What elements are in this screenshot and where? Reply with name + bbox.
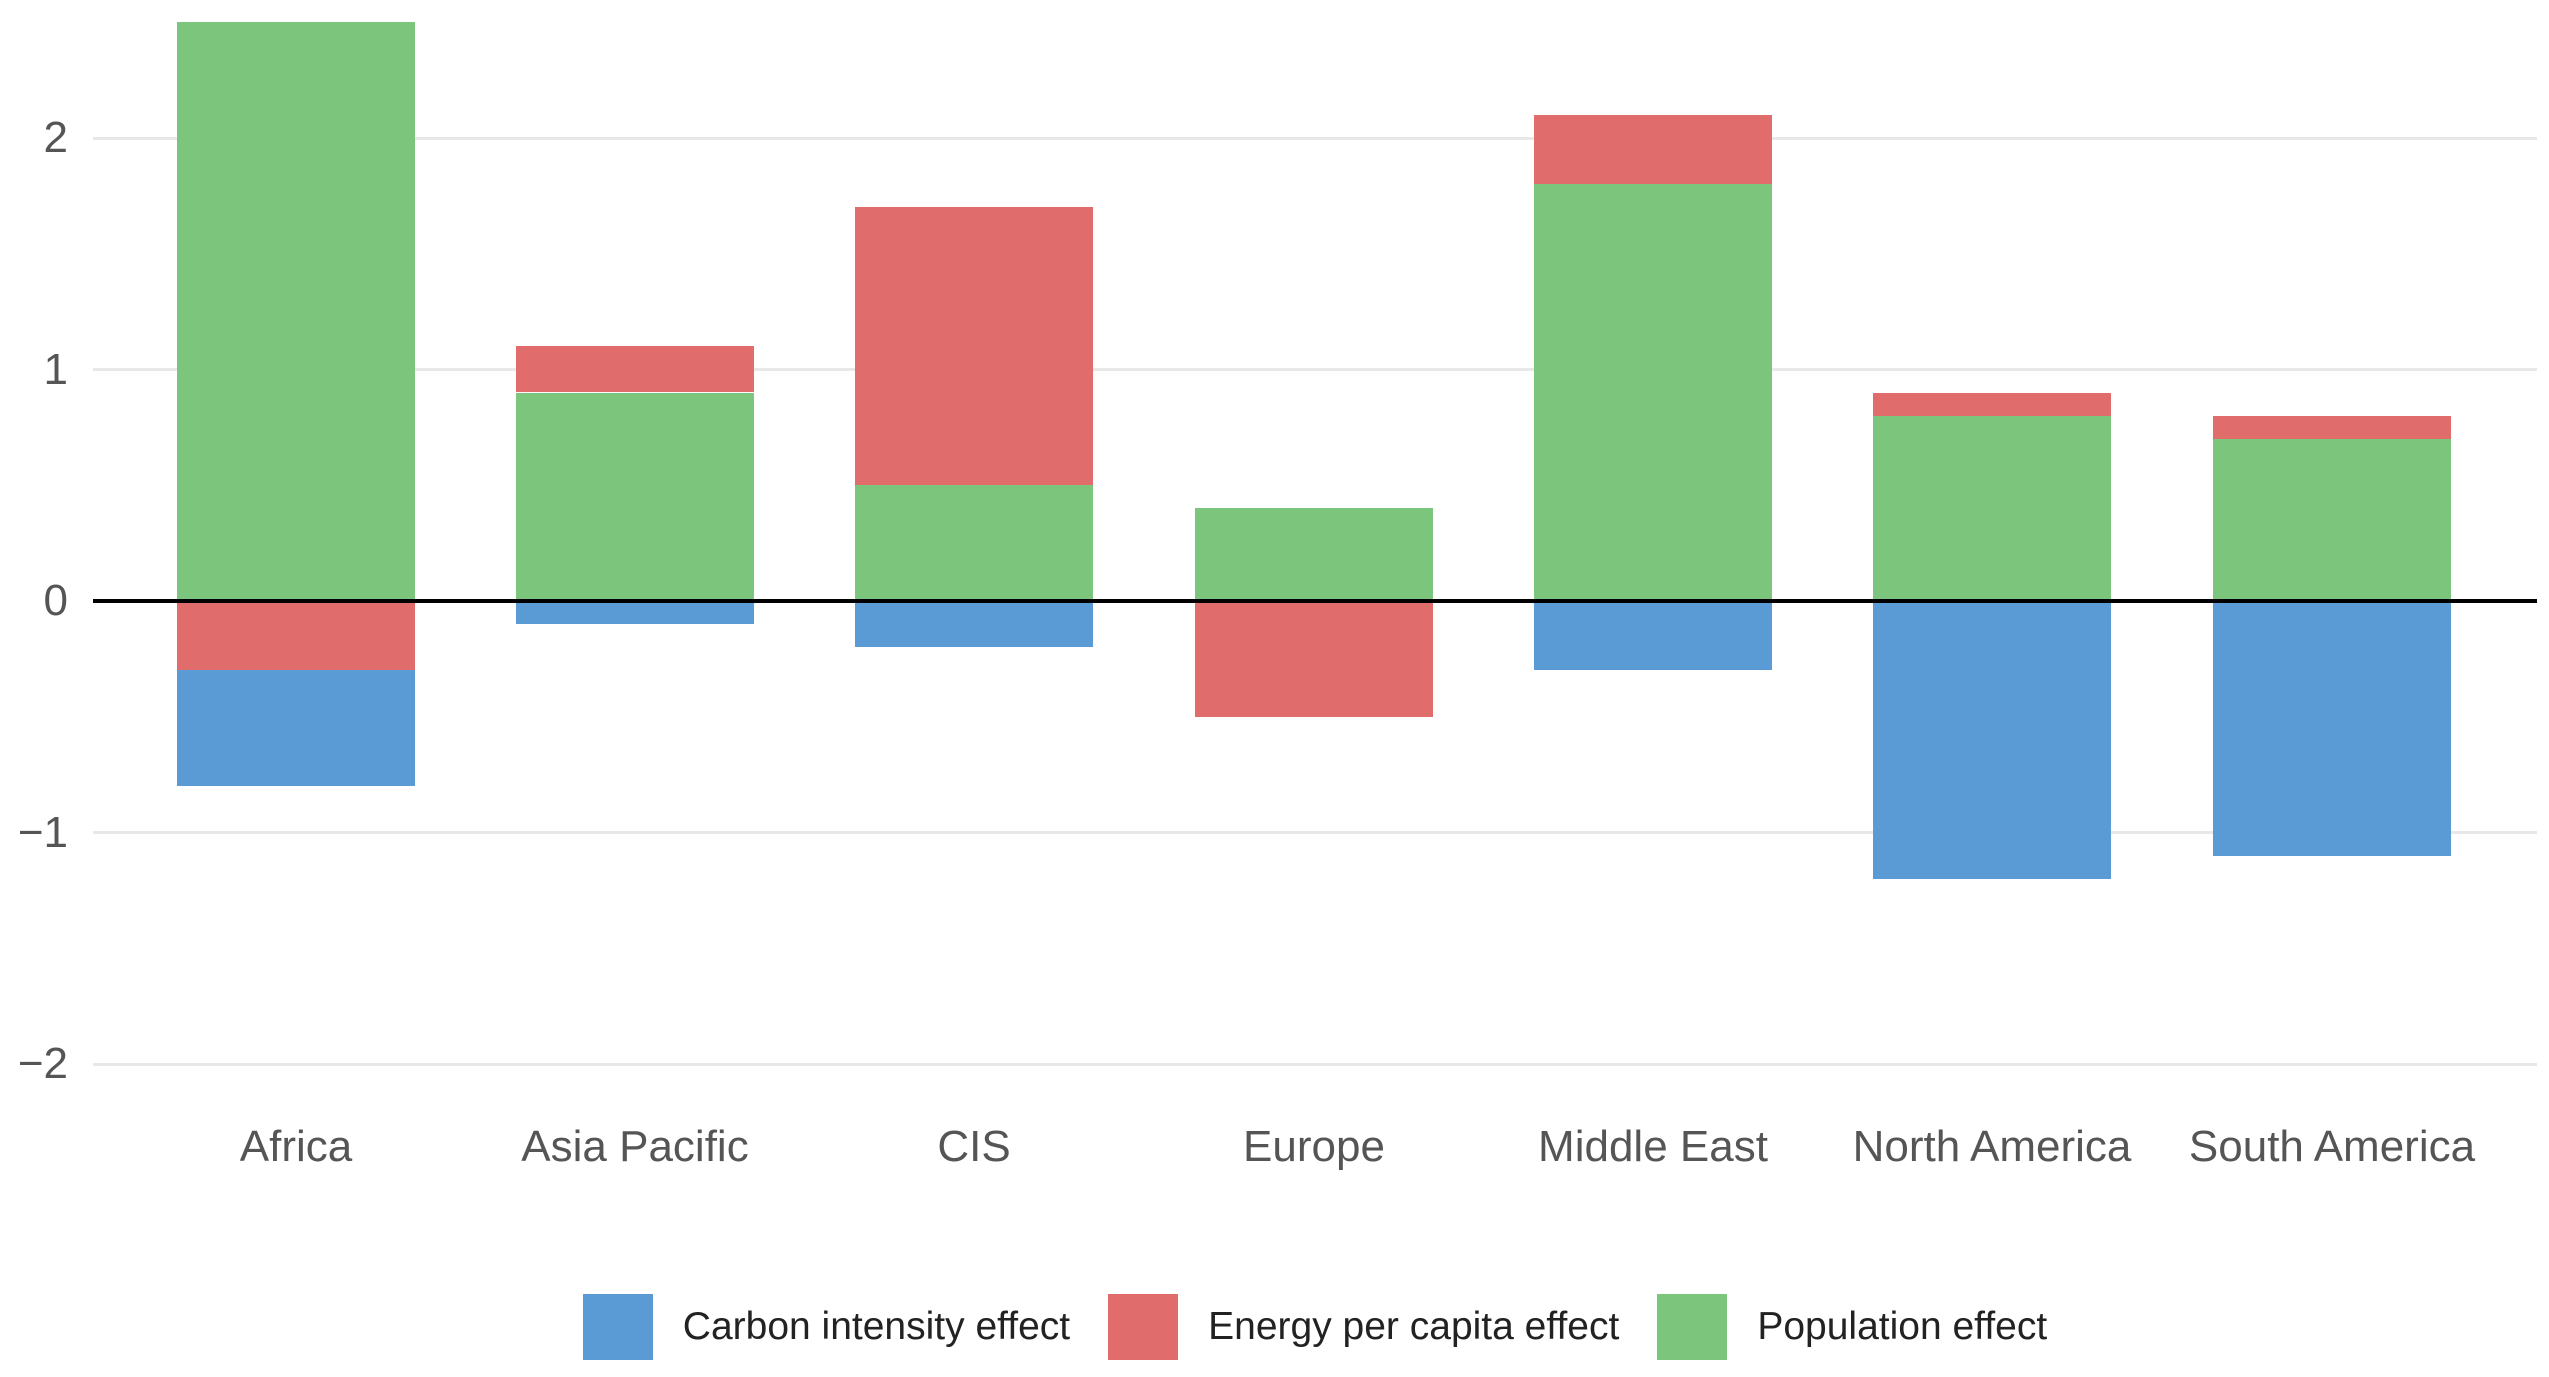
legend-swatch-icon: [1657, 1294, 1728, 1360]
y-axis-tick-label: 1: [43, 345, 68, 394]
legend-label: Carbon intensity effect: [682, 1305, 1071, 1348]
y-axis-tick-label: 2: [43, 113, 68, 162]
x-axis-category-label-cis: CIS: [937, 1122, 1011, 1171]
bar-segment-middle-east-energy-per-capita-effect[interactable]: [1534, 115, 1772, 184]
bar-segment-north-america-carbon-intensity-effect[interactable]: [1873, 601, 2111, 879]
bar-segment-africa-carbon-intensity-effect[interactable]: [177, 670, 415, 786]
legend-item-energy-per-capita-effect[interactable]: Energy per capita effect: [1108, 1294, 1619, 1360]
x-axis-category-label-middle-east: Middle East: [1538, 1122, 1768, 1171]
gridline-y-2: [93, 137, 2537, 140]
gridline-y-1: [93, 368, 2537, 371]
bar-segment-south-america-carbon-intensity-effect[interactable]: [2213, 601, 2451, 856]
bar-segment-south-america-population-effect[interactable]: [2213, 439, 2451, 601]
chart-legend: Carbon intensity effect Energy per capita…: [93, 1292, 2537, 1362]
y-axis-tick-label: 0: [43, 576, 68, 625]
bar-segment-cis-energy-per-capita-effect[interactable]: [855, 207, 1093, 485]
x-axis-category-label-asia-pacific: Asia Pacific: [521, 1122, 749, 1171]
bar-segment-africa-population-effect[interactable]: [177, 22, 415, 601]
x-axis-category-label-europe: Europe: [1243, 1122, 1385, 1171]
gridline-y--2: [93, 1063, 2537, 1066]
bar-segment-north-america-energy-per-capita-effect[interactable]: [1873, 393, 2111, 416]
legend-item-carbon-intensity-effect[interactable]: Carbon intensity effect: [582, 1294, 1071, 1360]
bar-segment-cis-carbon-intensity-effect[interactable]: [855, 601, 1093, 647]
bar-segment-europe-energy-per-capita-effect[interactable]: [1195, 601, 1433, 717]
y-axis-tick-label: −1: [17, 808, 68, 857]
bar-segment-asia-pacific-carbon-intensity-effect[interactable]: [516, 601, 754, 624]
bar-segment-asia-pacific-energy-per-capita-effect[interactable]: [516, 346, 754, 392]
legend-swatch-icon: [1108, 1294, 1179, 1360]
bar-segment-south-america-energy-per-capita-effect[interactable]: [2213, 416, 2451, 439]
legend-item-population-effect[interactable]: Population effect: [1657, 1294, 2047, 1360]
bar-segment-europe-population-effect[interactable]: [1195, 508, 1433, 601]
legend-label: Population effect: [1757, 1305, 2048, 1348]
x-axis-category-label-north-america: North America: [1852, 1122, 2132, 1171]
bar-segment-africa-energy-per-capita-effect[interactable]: [177, 601, 415, 670]
x-axis-zero-line: [93, 599, 2537, 603]
bar-segment-north-america-population-effect[interactable]: [1873, 416, 2111, 601]
legend-swatch-icon: [582, 1294, 653, 1360]
bar-segment-middle-east-carbon-intensity-effect[interactable]: [1534, 601, 1772, 670]
bar-segment-middle-east-population-effect[interactable]: [1534, 184, 1772, 601]
x-axis-category-label-africa: Africa: [239, 1122, 353, 1171]
bar-segment-cis-population-effect[interactable]: [855, 485, 1093, 601]
x-axis-category-label-south-america: South America: [2188, 1122, 2476, 1171]
gridline-y--1: [93, 831, 2537, 834]
y-axis-tick-label: −2: [17, 1039, 68, 1088]
legend-label: Energy per capita effect: [1208, 1305, 1620, 1348]
bar-segment-asia-pacific-population-effect[interactable]: [516, 393, 754, 601]
